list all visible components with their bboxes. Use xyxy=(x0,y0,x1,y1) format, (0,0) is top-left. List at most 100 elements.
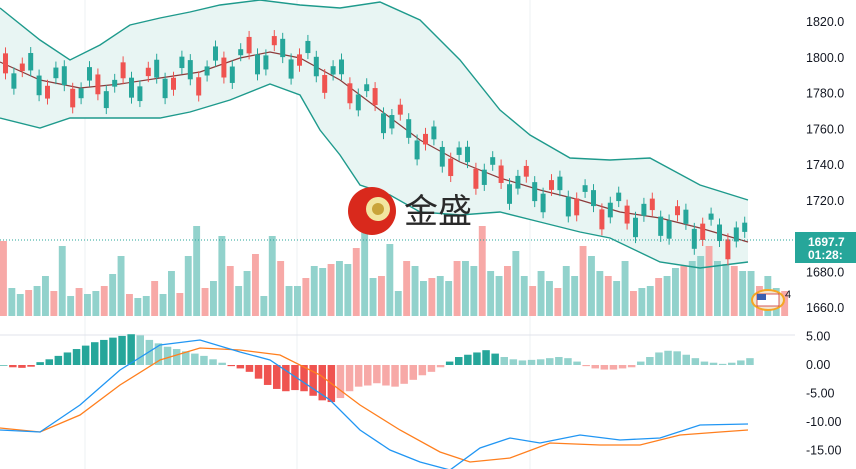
volume-bar xyxy=(369,278,377,316)
macd-histogram-bar xyxy=(637,361,645,365)
candle-body xyxy=(87,67,92,81)
macd-histogram-bar xyxy=(482,350,490,365)
candle-body xyxy=(733,227,739,242)
candle-body xyxy=(288,59,294,79)
volume-bar xyxy=(394,291,402,316)
macd-histogram-bar xyxy=(300,365,308,392)
macd-histogram-bar xyxy=(364,365,372,386)
last-price-tag: 1697.7 01:28: xyxy=(0,232,856,263)
candle-body xyxy=(742,222,748,232)
candle-body xyxy=(675,206,680,216)
candle-body xyxy=(36,75,42,96)
volume-bar xyxy=(722,264,730,316)
candle-body xyxy=(137,86,143,102)
candle-body xyxy=(154,59,160,78)
price-axis-tick: 1820.0 xyxy=(806,15,844,29)
volume-bar xyxy=(201,288,209,316)
macd-histogram-bar xyxy=(227,365,235,367)
macd-histogram-bar xyxy=(400,365,408,384)
volume-bar xyxy=(58,246,66,316)
candle-body xyxy=(330,66,336,75)
volume-bar xyxy=(25,290,33,316)
macd-histogram-bar xyxy=(546,358,554,365)
volume-bar xyxy=(310,266,318,316)
macd-histogram-bar xyxy=(455,357,463,365)
macd-histogram-bar xyxy=(691,358,700,365)
macd-histogram-bar xyxy=(737,360,745,365)
macd-histogram-bar xyxy=(336,365,345,399)
volume-bar xyxy=(100,286,108,316)
price-axis-tick: 1780.0 xyxy=(806,87,844,101)
macd-histogram-bar xyxy=(373,365,381,384)
macd-histogram-bar xyxy=(582,365,590,367)
bollinger-upper-line xyxy=(0,0,749,201)
volume-bar xyxy=(218,236,226,316)
last-price-label: 1697.7 xyxy=(808,235,845,249)
macd-histogram-bar xyxy=(0,365,8,366)
volume-bar xyxy=(571,276,579,316)
volume-bar xyxy=(176,293,184,316)
volume-bar xyxy=(8,288,16,316)
candle-body xyxy=(624,205,630,224)
volume-bar xyxy=(336,261,343,316)
macd-histogram-bar xyxy=(436,365,445,368)
candle-body xyxy=(263,55,269,70)
candle-body xyxy=(607,202,613,218)
candle-body xyxy=(53,67,59,79)
volume-bar xyxy=(504,266,511,316)
volume-bar xyxy=(781,291,789,316)
candle-body xyxy=(103,91,109,109)
candle-body xyxy=(246,36,252,54)
candle-body xyxy=(313,56,319,77)
candle-body xyxy=(448,158,454,177)
macd-histogram-bar xyxy=(491,353,499,365)
price-axis-tick: 1740.0 xyxy=(806,158,844,172)
macd-histogram-bar xyxy=(555,357,563,365)
volume-bar xyxy=(117,256,125,316)
volume-bar xyxy=(252,254,259,316)
macd-histogram-bar xyxy=(9,365,17,368)
macd-histogram-bar xyxy=(500,357,508,365)
volume-bar xyxy=(361,231,369,316)
volume-bar xyxy=(680,266,688,316)
volume-bar xyxy=(159,294,167,316)
volume-bar xyxy=(42,276,49,316)
alert-badge[interactable]: 4 xyxy=(751,289,791,311)
macd-histogram-bar xyxy=(136,335,144,365)
macd-histogram-bar xyxy=(254,365,263,379)
volume-bar xyxy=(487,271,495,316)
macd-histogram-bar xyxy=(473,352,481,365)
volume-bar xyxy=(453,261,461,316)
candle-body xyxy=(406,119,412,138)
volume-bar xyxy=(537,271,545,316)
macd-histogram-bar xyxy=(100,339,108,365)
volume-bar xyxy=(109,274,117,316)
candle-body xyxy=(187,60,193,80)
volume-bar xyxy=(302,278,310,316)
volume-bar xyxy=(613,281,621,316)
macd-histogram-bar xyxy=(182,351,190,365)
volume-bar xyxy=(84,294,91,316)
candle-body xyxy=(78,88,84,99)
volume-bar xyxy=(16,294,24,316)
candle-body xyxy=(507,184,512,204)
volume-bar xyxy=(327,264,335,316)
macd-histogram-bar xyxy=(109,337,117,365)
candle-body xyxy=(45,85,50,99)
volume-bar xyxy=(319,268,327,316)
candle-body xyxy=(700,223,706,240)
macd-histogram-bar xyxy=(163,346,172,365)
candle-body xyxy=(19,63,25,72)
volume-bar xyxy=(50,291,58,316)
candle-body xyxy=(339,59,344,75)
alert-count: 4 xyxy=(785,289,791,301)
candle-body xyxy=(498,165,504,183)
volume-bar xyxy=(445,281,453,316)
macd-histogram-bar xyxy=(209,359,217,365)
candle-body xyxy=(221,57,227,78)
candle-body xyxy=(238,49,244,56)
macd-histogram-bar xyxy=(154,343,163,365)
candle-body xyxy=(28,53,34,71)
countdown-label: 01:28: xyxy=(808,248,843,262)
